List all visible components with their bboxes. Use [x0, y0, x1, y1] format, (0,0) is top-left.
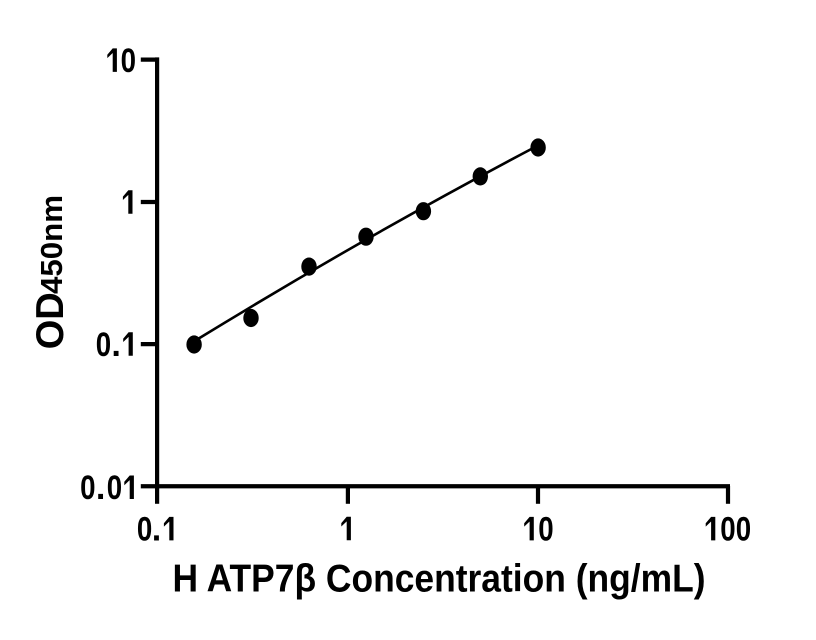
svg-text:H ATP7β Concentration (ng/mL): H ATP7β Concentration (ng/mL)	[173, 558, 706, 601]
svg-text:0: 0	[80, 469, 95, 507]
svg-text:0: 0	[538, 510, 553, 548]
svg-text:0: 0	[137, 510, 152, 548]
svg-text:.: .	[96, 469, 106, 507]
svg-text:450nm: 450nm	[35, 195, 69, 294]
svg-text:0: 0	[107, 469, 122, 507]
svg-text:0: 0	[720, 510, 735, 548]
svg-text:OD: OD	[29, 292, 72, 349]
svg-text:0: 0	[96, 326, 111, 364]
svg-text:0: 0	[736, 510, 751, 548]
svg-text:.: .	[111, 326, 121, 364]
svg-text:.: .	[152, 510, 162, 548]
svg-text:0: 0	[121, 42, 136, 80]
